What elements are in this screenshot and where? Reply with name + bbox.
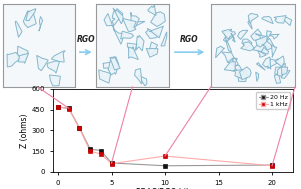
Polygon shape	[234, 65, 244, 76]
Polygon shape	[123, 18, 136, 31]
Polygon shape	[274, 15, 286, 23]
Polygon shape	[241, 42, 254, 51]
Polygon shape	[275, 56, 284, 67]
Polygon shape	[263, 39, 272, 50]
Polygon shape	[281, 63, 288, 75]
Polygon shape	[224, 62, 235, 71]
Polygon shape	[232, 70, 244, 78]
Polygon shape	[222, 29, 236, 39]
Polygon shape	[121, 31, 134, 39]
Polygon shape	[268, 59, 278, 68]
Polygon shape	[256, 63, 265, 70]
Polygon shape	[17, 46, 28, 62]
Polygon shape	[268, 34, 279, 39]
Polygon shape	[281, 67, 290, 78]
Polygon shape	[237, 73, 249, 81]
Polygon shape	[263, 38, 275, 48]
Polygon shape	[239, 70, 247, 79]
Polygon shape	[110, 57, 120, 70]
Polygon shape	[256, 34, 268, 40]
Polygon shape	[237, 30, 248, 40]
Polygon shape	[146, 48, 158, 57]
Polygon shape	[113, 8, 123, 24]
Polygon shape	[261, 47, 268, 54]
Polygon shape	[228, 58, 237, 66]
Polygon shape	[99, 70, 111, 83]
Polygon shape	[129, 47, 138, 60]
Polygon shape	[127, 43, 137, 55]
Polygon shape	[251, 29, 265, 40]
Polygon shape	[222, 52, 234, 63]
Polygon shape	[18, 53, 29, 63]
Polygon shape	[103, 62, 114, 71]
Polygon shape	[256, 36, 267, 47]
Polygon shape	[23, 11, 36, 28]
Polygon shape	[274, 73, 281, 83]
Polygon shape	[248, 13, 258, 24]
Polygon shape	[7, 52, 21, 67]
Text: RGO: RGO	[180, 35, 199, 44]
Legend: 20 Hz, 1 kHz: 20 Hz, 1 kHz	[256, 92, 290, 109]
Polygon shape	[231, 33, 235, 42]
Y-axis label: Z (ohms): Z (ohms)	[20, 113, 29, 148]
Polygon shape	[39, 16, 43, 31]
Polygon shape	[26, 9, 36, 21]
Polygon shape	[242, 39, 252, 48]
Polygon shape	[253, 43, 267, 51]
Polygon shape	[148, 3, 156, 15]
Polygon shape	[150, 12, 165, 26]
Polygon shape	[136, 35, 144, 51]
Polygon shape	[232, 58, 238, 66]
Polygon shape	[47, 61, 59, 73]
Polygon shape	[216, 46, 225, 58]
X-axis label: PDAC/RGO bilayers: PDAC/RGO bilayers	[136, 188, 210, 189]
Polygon shape	[223, 29, 233, 41]
Polygon shape	[131, 12, 139, 28]
Polygon shape	[258, 43, 265, 51]
Polygon shape	[262, 57, 271, 69]
Polygon shape	[149, 26, 163, 38]
Polygon shape	[226, 40, 232, 52]
Polygon shape	[145, 28, 159, 38]
Polygon shape	[148, 42, 157, 54]
Polygon shape	[112, 9, 123, 25]
Polygon shape	[135, 68, 142, 84]
Polygon shape	[282, 17, 292, 26]
Polygon shape	[248, 18, 252, 29]
Polygon shape	[262, 17, 273, 24]
Polygon shape	[266, 31, 272, 40]
Polygon shape	[132, 21, 145, 27]
Polygon shape	[161, 32, 167, 46]
Polygon shape	[37, 56, 48, 71]
Polygon shape	[257, 50, 266, 57]
Text: RGO: RGO	[76, 35, 95, 44]
Polygon shape	[108, 57, 119, 75]
Polygon shape	[278, 63, 285, 76]
Polygon shape	[256, 72, 259, 81]
Polygon shape	[138, 75, 147, 86]
Polygon shape	[272, 45, 277, 57]
Polygon shape	[224, 31, 230, 43]
Polygon shape	[240, 67, 251, 80]
Polygon shape	[275, 67, 287, 74]
Polygon shape	[15, 21, 22, 37]
Polygon shape	[104, 13, 114, 31]
Polygon shape	[51, 51, 65, 62]
Polygon shape	[114, 30, 124, 44]
Polygon shape	[49, 75, 61, 86]
